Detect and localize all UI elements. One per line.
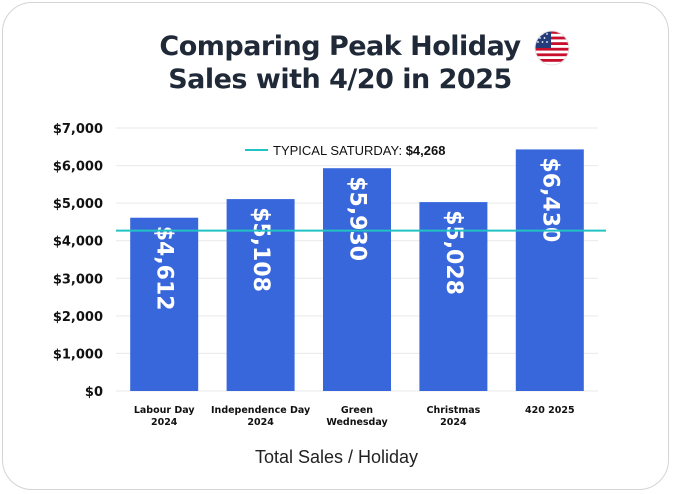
data-label: $6,430 bbox=[537, 157, 562, 242]
chart-title: Comparing Peak Holiday Sales with 4/20 i… bbox=[110, 30, 570, 96]
y-tick-label: $6,000 bbox=[53, 160, 103, 175]
x-tick-label: 420 2025 bbox=[525, 405, 575, 416]
x-tick-label: Labour Day 2024 bbox=[134, 405, 196, 428]
title-line-2: Sales with 4/20 in 2025 bbox=[168, 64, 512, 95]
title-line-1: Comparing Peak Holiday bbox=[159, 31, 521, 62]
x-tick-label: Green Wednesday bbox=[326, 405, 388, 428]
x-tick-label: Independence Day 2024 bbox=[211, 405, 311, 428]
typical-saturday-line: TYPICAL SATURDAY: $4,268 bbox=[116, 143, 606, 232]
y-tick-label: $7,000 bbox=[53, 122, 103, 137]
us-flag-icon bbox=[534, 30, 570, 66]
x-tick-label: Christmas 2024 bbox=[426, 405, 480, 428]
reference-legend-value: $4,268 bbox=[406, 143, 446, 158]
bar bbox=[130, 217, 199, 391]
x-axis-label: Total Sales / Holiday bbox=[254, 447, 419, 467]
data-label: $5,930 bbox=[345, 176, 370, 261]
data-label: $5,028 bbox=[441, 210, 466, 295]
reference-legend-label: TYPICAL SATURDAY: $4,268 bbox=[273, 143, 445, 158]
y-tick-label: $0 bbox=[85, 385, 103, 400]
y-tick-label: $3,000 bbox=[53, 272, 103, 287]
y-tick-label: $2,000 bbox=[53, 310, 103, 325]
y-tick-label: $1,000 bbox=[53, 347, 103, 362]
data-label: $4,612 bbox=[152, 226, 177, 311]
y-tick-label: $5,000 bbox=[53, 197, 103, 212]
data-label: $5,108 bbox=[248, 207, 273, 292]
x-axis: Labour Day 2024 Independence Day 2024 Green W… bbox=[134, 405, 575, 428]
bar bbox=[419, 202, 488, 391]
bar bbox=[515, 149, 584, 391]
y-axis: $0 $1,000 $2,000 $3,000 $4,000 $5,000 $6,000 $7… bbox=[53, 122, 103, 400]
bar bbox=[323, 168, 391, 391]
bars: $4,612 $5,108 $5,930 $5,028 $6,430 bbox=[130, 149, 584, 391]
y-tick-label: $4,000 bbox=[53, 235, 103, 250]
